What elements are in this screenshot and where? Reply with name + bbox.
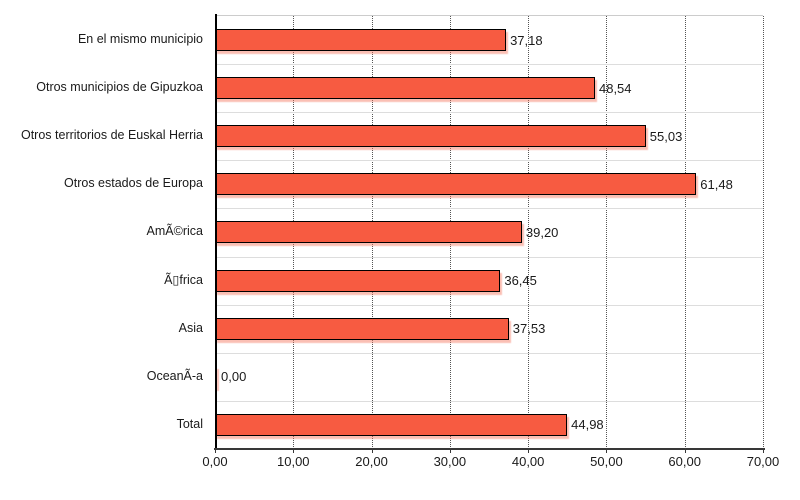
category-label: OceanÃ-a	[146, 368, 203, 383]
vertical-gridline	[528, 16, 530, 449]
plot-area: 37,18 48,54 55,03 61,48 39,20 36,45 37,53 0,00 4…	[215, 15, 764, 449]
tick-mark	[215, 450, 216, 453]
bar	[215, 77, 595, 100]
category-label: AmÃ©rica	[146, 224, 203, 239]
bar	[215, 317, 509, 340]
tick-mark	[293, 450, 295, 453]
horizontal-gridline	[215, 304, 763, 306]
value-label: 0,00	[221, 369, 247, 385]
bar-row: 37,53	[215, 305, 763, 353]
horizontal-gridline	[215, 112, 763, 114]
tick-mark	[371, 450, 373, 453]
vertical-gridline	[606, 16, 608, 449]
x-tick-label: 20,00	[355, 454, 388, 469]
tick-mark	[684, 450, 686, 453]
vertical-gridline	[684, 16, 686, 449]
horizontal-gridline	[215, 352, 763, 354]
value-label: 44,98	[571, 417, 604, 433]
category-label: En el mismo municipio	[77, 32, 203, 47]
bar-row: 0,00	[215, 353, 763, 401]
bar	[215, 221, 522, 244]
x-tick-label: 10,00	[277, 454, 310, 469]
category-labels: En el mismo municipio Otros municipios de…	[0, 15, 209, 448]
horizontal-gridline	[215, 208, 763, 210]
bar	[215, 173, 697, 196]
tick-mark	[606, 450, 608, 453]
value-label: 37,53	[512, 321, 546, 337]
value-label: 39,20	[525, 224, 559, 240]
bar-row: 44,98	[215, 401, 763, 449]
bar	[215, 269, 501, 292]
tick-mark	[528, 450, 530, 453]
bar-row: 61,48	[215, 160, 763, 208]
bar-row: 36,45	[215, 257, 763, 305]
horizontal-gridline	[215, 400, 763, 402]
value-label: 55,03	[649, 128, 683, 144]
value-label: 37,18	[510, 32, 543, 48]
bar	[215, 125, 646, 148]
category-label: Otros territorios de Euskal Herria	[20, 128, 203, 143]
horizontal-gridline	[215, 160, 763, 162]
x-axis-labels: 0,00 10,00 20,00 30,00 40,00 50,00 60,00 70,00	[202, 454, 779, 474]
category-label: Asia	[178, 320, 203, 335]
x-tick-label: 40,00	[511, 454, 545, 469]
category-label: Otros estados de Europa	[64, 176, 203, 191]
category-label: Total	[176, 416, 203, 431]
bar	[215, 29, 507, 52]
value-label: 48,54	[598, 80, 632, 96]
x-tick-label: 60,00	[668, 454, 701, 469]
bar-row: 39,20	[215, 208, 763, 256]
horizontal-gridline	[215, 256, 763, 258]
bar-row: 55,03	[215, 112, 763, 160]
value-label: 61,48	[700, 176, 733, 192]
x-axis-line	[214, 448, 765, 450]
x-tick-label: 70,00	[746, 454, 780, 469]
bar-row: 37,18	[215, 16, 763, 64]
vertical-gridline	[763, 16, 764, 449]
tick-mark	[763, 450, 764, 453]
x-tick-label: 30,00	[433, 454, 467, 469]
category-label: Otros municipios de Gipuzkoa	[36, 80, 203, 95]
horizontal-gridline	[215, 64, 763, 66]
tick-mark	[449, 450, 451, 453]
y-axis-line	[215, 14, 217, 450]
x-tick-label: 0,00	[202, 454, 228, 469]
bar-row: 48,54	[215, 64, 763, 112]
value-label: 36,45	[504, 273, 537, 289]
category-label: Ã▯frica	[164, 273, 203, 288]
x-tick-label: 50,00	[590, 454, 623, 469]
bar	[215, 413, 568, 436]
